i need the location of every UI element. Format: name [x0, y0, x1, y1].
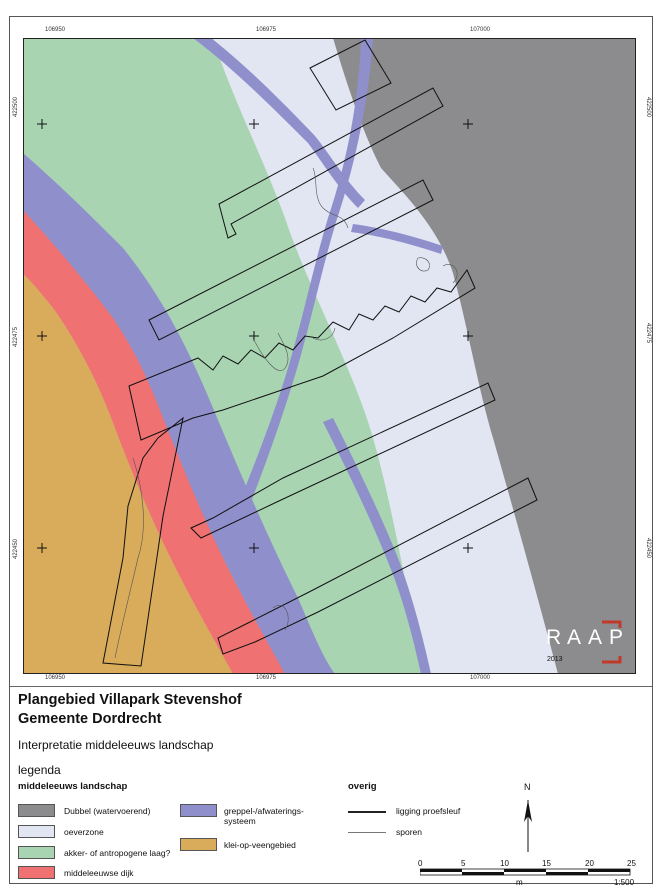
trench-1 — [309, 39, 392, 111]
feature-trace — [114, 457, 144, 659]
legend-line-sporen — [348, 832, 386, 833]
scale-segment — [588, 869, 630, 872]
coord-top-3: 107000 — [470, 27, 491, 33]
feature-trace — [416, 257, 430, 272]
feature-trace — [272, 605, 289, 631]
feature-trace — [442, 264, 458, 284]
zone-greppel-band — [23, 153, 335, 674]
legend-section-landscape: middeleeuws landschap — [18, 781, 128, 792]
zone-dijk — [23, 210, 285, 674]
divider — [10, 686, 652, 687]
raap-logo-mark — [602, 620, 622, 664]
legend-swatch-oeverzone — [18, 825, 55, 838]
coord-top-2: 106975 — [256, 27, 277, 33]
coord-right-2: 422475 — [645, 323, 651, 344]
zone-klei — [23, 274, 233, 674]
coord-bottom-1: 106950 — [45, 675, 66, 681]
logo-letter-a1: A — [567, 626, 582, 649]
coord-bottom-3: 107000 — [470, 675, 491, 681]
raap-logo: R A A P — [540, 618, 640, 668]
logo-letter-p: P — [609, 626, 624, 649]
scale-tick-5: 5 — [461, 859, 466, 868]
scale-tick-10: 10 — [500, 859, 509, 868]
logo-letter-r: R — [546, 626, 562, 649]
scale-tick-0: 0 — [418, 859, 423, 868]
features — [114, 167, 458, 659]
legend-swatch-klei — [180, 838, 217, 851]
legend-label-akker: akker- of antropogene laag? — [64, 848, 171, 858]
coord-top-1: 106950 — [45, 27, 66, 33]
map-municipality: Gemeente Dordrecht — [18, 711, 162, 727]
coord-left-3: 422450 — [13, 538, 19, 559]
legend-swatch-greppel — [180, 804, 217, 817]
legend-swatch-akker — [18, 846, 55, 859]
coord-right-3: 422450 — [645, 538, 651, 559]
legend-label-dijk: middeleeuwse dijk — [64, 868, 134, 878]
legend-swatch-dijk — [18, 866, 55, 879]
map-subtitle: Interpretatie middeleeuws landschap — [18, 738, 214, 752]
scale-segment — [546, 872, 588, 875]
scale-unit: m — [516, 878, 523, 887]
stream-top — [193, 38, 365, 208]
scale-tick-20: 20 — [585, 859, 594, 868]
grid-cross — [463, 331, 473, 341]
coord-right-1: 422500 — [645, 97, 651, 118]
scale-tick-15: 15 — [542, 859, 551, 868]
landscape-map — [23, 38, 636, 674]
legend-label-dubbel: Dubbel (watervoerend) — [64, 806, 151, 816]
coord-left-2: 422475 — [13, 326, 19, 347]
legend-line-proefsleuf — [348, 811, 386, 813]
trench-5 — [190, 382, 496, 539]
scale-segment — [504, 869, 546, 872]
coord-left-1: 422500 — [13, 96, 19, 117]
scale-segment — [420, 869, 462, 872]
grid-cross — [463, 543, 473, 553]
stream-south — [323, 418, 431, 674]
logo-letter-a2: A — [588, 626, 603, 649]
trench-6 — [217, 477, 538, 655]
zone-dubbel — [333, 38, 636, 674]
logo-year: 2013 — [547, 656, 563, 663]
legend-swatch-dubbel — [18, 804, 55, 817]
grid-cross — [37, 331, 47, 341]
feature-trace — [312, 327, 336, 341]
trench-3 — [148, 179, 434, 341]
trench-2 — [218, 87, 444, 239]
legend-label-klei: klei-op-veengebied — [224, 840, 296, 850]
legend-label-proefsleuf: ligging proefsleuf — [396, 806, 461, 816]
grid-cross — [463, 119, 473, 129]
scale-bar — [420, 868, 631, 876]
map-frame — [9, 16, 653, 884]
grid-cross — [37, 543, 47, 553]
stream-east — [351, 224, 443, 254]
north-arrow-icon — [524, 800, 532, 852]
feature-trace — [312, 167, 349, 229]
legend-section-other: overig — [348, 781, 377, 792]
trenches — [102, 39, 538, 667]
grid-cross — [37, 119, 47, 129]
legend-heading: legenda — [18, 763, 61, 777]
coord-bottom-2: 106975 — [256, 675, 277, 681]
trench-7 — [102, 416, 184, 667]
feature-trace — [252, 332, 289, 371]
legend-label-oeverzone: oeverzone — [64, 827, 104, 837]
grid-cross — [249, 543, 259, 553]
scale-segment — [462, 872, 504, 875]
map-title: Plangebied Villapark Stevenshof — [18, 692, 242, 708]
scale-tick-25: 25 — [627, 859, 636, 868]
scale-ratio: 1:500 — [614, 878, 635, 887]
trench-4 — [128, 269, 476, 441]
grid-cross — [249, 119, 259, 129]
north-label: N — [524, 782, 531, 792]
legend-label-sporen: sporen — [396, 827, 422, 837]
grid-crosses — [37, 119, 473, 553]
legend-label-greppel: greppel-/afwaterings- systeem — [224, 806, 304, 826]
stream-channel — [233, 38, 373, 522]
